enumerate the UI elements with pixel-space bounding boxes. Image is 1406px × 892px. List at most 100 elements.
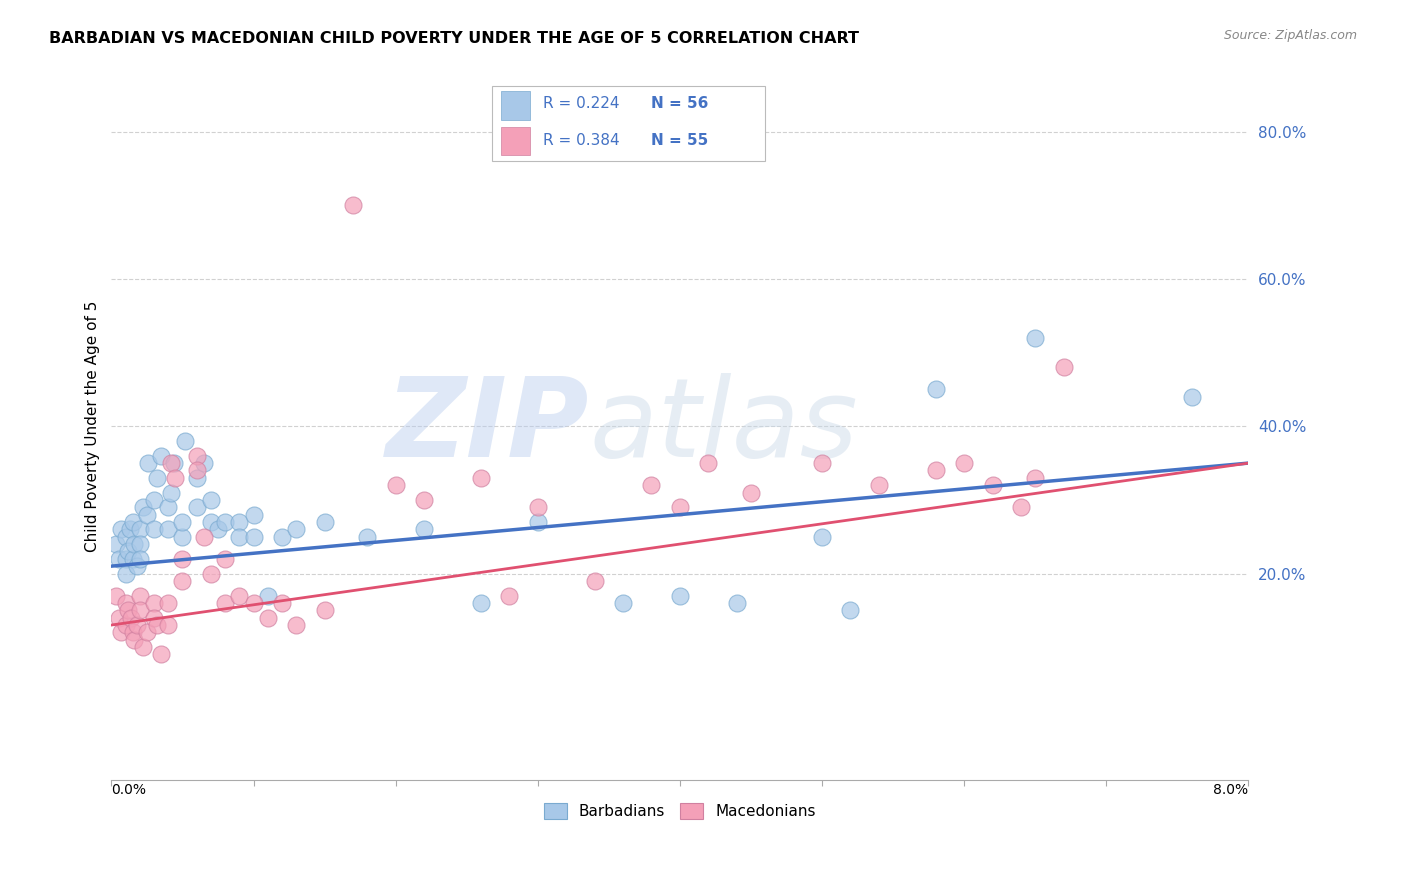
Point — [200, 515, 222, 529]
Point — [138, 456, 160, 470]
FancyBboxPatch shape — [492, 86, 765, 161]
Point — [669, 589, 692, 603]
Point — [114, 618, 136, 632]
Point — [128, 522, 150, 536]
Point — [925, 463, 948, 477]
Point — [160, 456, 183, 470]
Point — [740, 485, 762, 500]
Point — [1010, 500, 1032, 515]
Point — [146, 618, 169, 632]
Point — [143, 492, 166, 507]
Point — [117, 603, 139, 617]
Point — [242, 530, 264, 544]
Point — [342, 198, 364, 212]
Point — [121, 551, 143, 566]
Text: Source: ZipAtlas.com: Source: ZipAtlas.com — [1223, 29, 1357, 42]
Point — [107, 610, 129, 624]
Point — [128, 551, 150, 566]
Point — [143, 596, 166, 610]
Point — [214, 515, 236, 529]
Point — [214, 596, 236, 610]
Point — [114, 530, 136, 544]
Point — [157, 522, 180, 536]
Point — [114, 596, 136, 610]
Legend: Barbadians, Macedonians: Barbadians, Macedonians — [537, 797, 823, 825]
Point — [143, 522, 166, 536]
Point — [125, 559, 148, 574]
Point — [131, 640, 153, 654]
Point — [128, 603, 150, 617]
Point — [1053, 360, 1076, 375]
Point — [953, 456, 976, 470]
Point — [868, 478, 890, 492]
Point — [384, 478, 406, 492]
Point — [228, 515, 250, 529]
Point — [193, 456, 215, 470]
Point — [413, 492, 436, 507]
Point — [271, 596, 294, 610]
Point — [125, 618, 148, 632]
Point — [122, 537, 145, 551]
Text: BARBADIAN VS MACEDONIAN CHILD POVERTY UNDER THE AGE OF 5 CORRELATION CHART: BARBADIAN VS MACEDONIAN CHILD POVERTY UN… — [49, 31, 859, 46]
Point — [143, 610, 166, 624]
Text: R = 0.224: R = 0.224 — [544, 96, 620, 112]
Point — [104, 589, 127, 603]
Point — [811, 530, 834, 544]
Point — [174, 434, 197, 448]
Point — [131, 500, 153, 515]
Point — [157, 618, 180, 632]
Point — [925, 383, 948, 397]
Point — [314, 515, 336, 529]
Point — [146, 471, 169, 485]
Point — [314, 603, 336, 617]
Point — [981, 478, 1004, 492]
Point — [122, 632, 145, 647]
Text: 8.0%: 8.0% — [1213, 783, 1249, 797]
Point — [1024, 331, 1046, 345]
Point — [583, 574, 606, 588]
Point — [118, 522, 141, 536]
Point — [526, 500, 548, 515]
Point — [271, 530, 294, 544]
Point — [160, 485, 183, 500]
Point — [163, 456, 186, 470]
Point — [1180, 390, 1202, 404]
Point — [200, 492, 222, 507]
Point — [121, 625, 143, 640]
Point — [640, 478, 662, 492]
Point — [242, 596, 264, 610]
Point — [110, 522, 132, 536]
Point — [172, 551, 194, 566]
Point — [150, 449, 173, 463]
Text: R = 0.384: R = 0.384 — [544, 133, 620, 148]
Point — [172, 530, 194, 544]
FancyBboxPatch shape — [502, 127, 530, 155]
Point — [498, 589, 520, 603]
Point — [413, 522, 436, 536]
Point — [172, 574, 194, 588]
Point — [725, 596, 748, 610]
FancyBboxPatch shape — [502, 92, 530, 120]
Point — [186, 471, 208, 485]
Point — [200, 566, 222, 581]
Point — [285, 618, 308, 632]
Text: atlas: atlas — [589, 373, 858, 480]
Point — [1024, 471, 1046, 485]
Point — [157, 596, 180, 610]
Point — [470, 471, 492, 485]
Point — [136, 508, 159, 522]
Point — [104, 537, 127, 551]
Point — [697, 456, 720, 470]
Point — [228, 530, 250, 544]
Point — [285, 522, 308, 536]
Text: 0.0%: 0.0% — [111, 783, 146, 797]
Point — [228, 589, 250, 603]
Text: N = 56: N = 56 — [651, 96, 709, 112]
Point — [612, 596, 634, 610]
Point — [811, 456, 834, 470]
Point — [256, 589, 278, 603]
Point — [128, 589, 150, 603]
Point — [117, 544, 139, 558]
Point — [114, 551, 136, 566]
Point — [186, 463, 208, 477]
